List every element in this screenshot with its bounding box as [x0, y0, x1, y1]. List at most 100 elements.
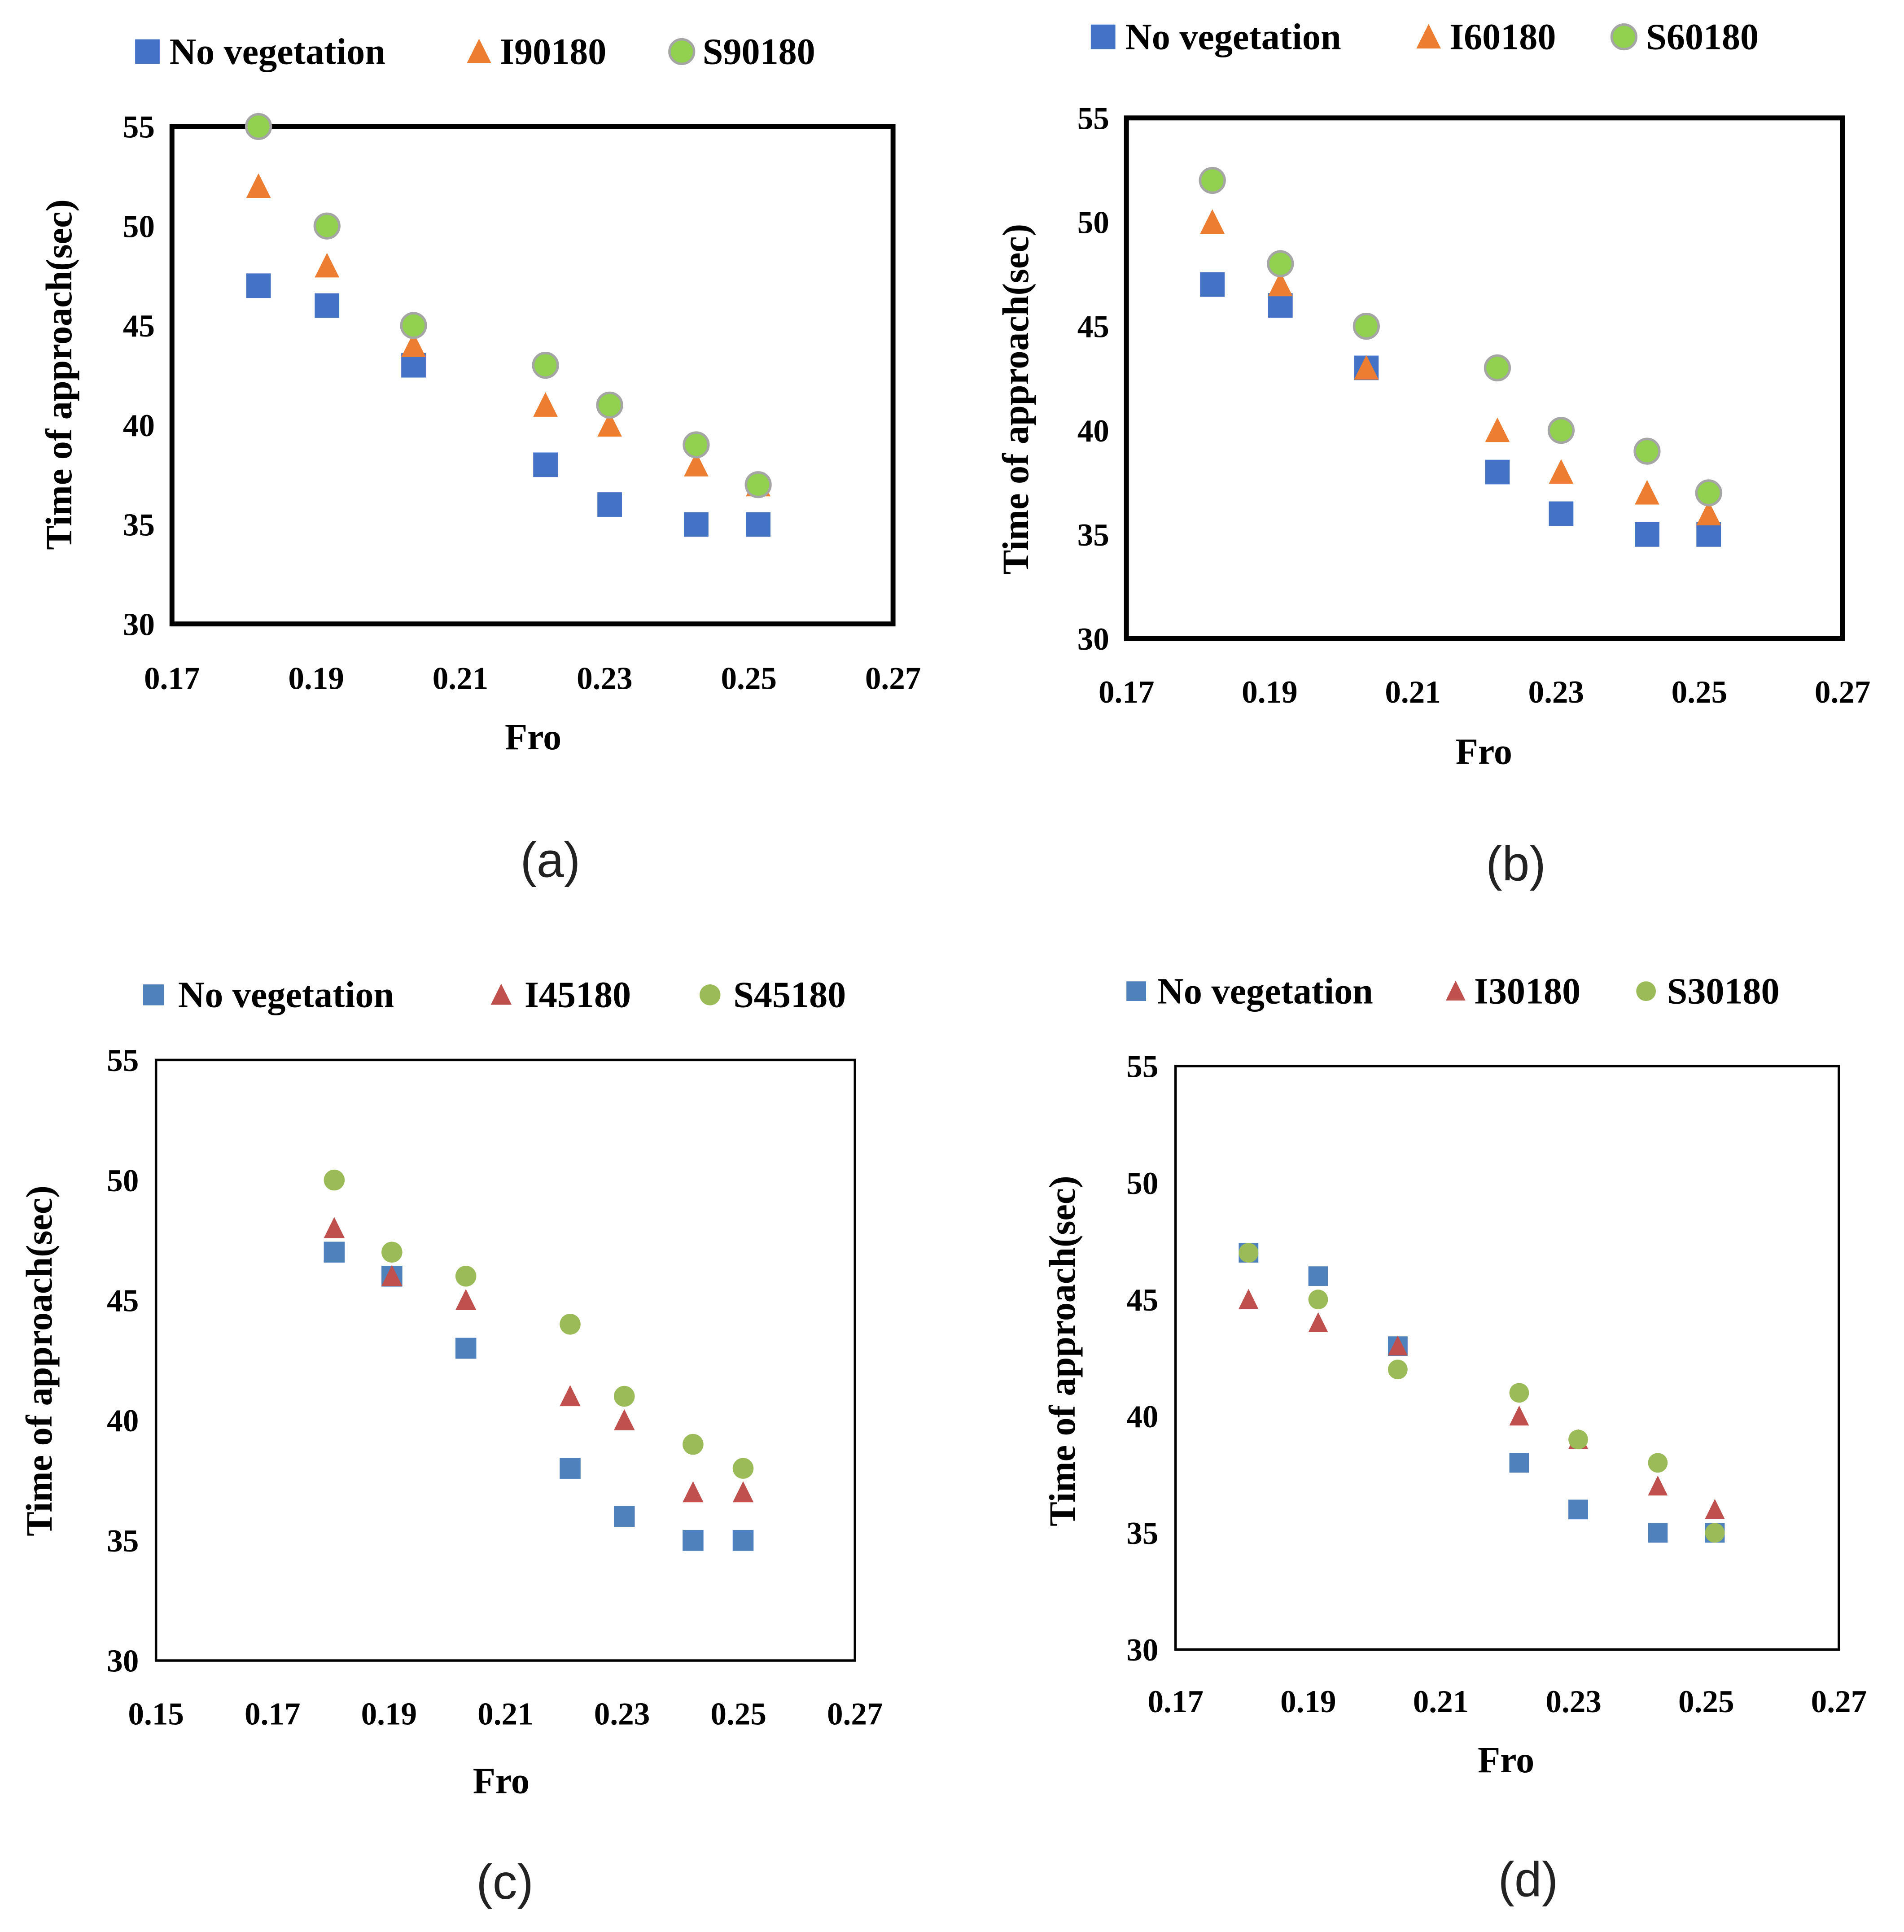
legend-marker	[1610, 23, 1637, 51]
series-circle	[1199, 166, 1722, 507]
data-point	[1308, 1289, 1328, 1310]
legend-marker	[1416, 24, 1441, 49]
data-point	[596, 391, 623, 419]
data-point	[1648, 1475, 1668, 1496]
x-tick-label: 0.17	[245, 1696, 301, 1731]
y-tick-label: 55	[107, 1043, 139, 1078]
data-point	[455, 1266, 477, 1287]
data-point	[1696, 501, 1721, 525]
legend-label: No vegetation	[1157, 970, 1373, 1011]
data-point	[1388, 1359, 1408, 1380]
legend-marker	[467, 39, 491, 63]
data-point	[683, 431, 710, 459]
data-point	[1268, 271, 1293, 297]
y-tick-label: 45	[1077, 310, 1109, 345]
data-point	[1547, 417, 1575, 444]
data-point	[1695, 479, 1722, 507]
series-circle	[324, 1169, 754, 1479]
series-square	[246, 273, 770, 537]
data-point	[1568, 1499, 1588, 1520]
x-tick-label: 0.23	[577, 661, 633, 696]
chart-c: 30 35 40 45 50 55 0.15 0.17 0.19 0.21 0.23 0.25 0.27…	[19, 975, 883, 1910]
data-point	[1267, 250, 1294, 277]
data-point	[684, 512, 709, 537]
legend-marker	[1445, 980, 1466, 1001]
legend-label: No vegetation	[178, 975, 394, 1015]
data-point	[313, 212, 341, 240]
data-point	[532, 352, 559, 379]
data-point	[315, 253, 340, 278]
data-point	[1308, 1312, 1328, 1333]
x-tick-label: 0.23	[1528, 675, 1584, 710]
data-point	[324, 1169, 345, 1191]
data-point	[1485, 417, 1510, 442]
data-point	[1696, 522, 1721, 547]
data-point	[1549, 501, 1574, 526]
data-point	[1200, 209, 1225, 234]
x-tick-label: 0.25	[1678, 1684, 1734, 1719]
data-point	[613, 1409, 635, 1430]
panel-caption: (c)	[476, 1855, 534, 1910]
x-tick-label: 0.17	[1099, 675, 1155, 710]
data-point	[684, 452, 709, 476]
data-point	[455, 1289, 477, 1310]
series-triangle	[324, 1217, 754, 1503]
series-square	[324, 1241, 754, 1551]
x-tick-label: 0.23	[594, 1696, 650, 1731]
data-point	[533, 452, 558, 477]
plot-area-frame	[1124, 115, 1845, 641]
data-point	[1635, 522, 1659, 547]
x-tick-label: 0.19	[1280, 1684, 1336, 1719]
y-tick-label: 45	[107, 1283, 139, 1318]
data-point	[744, 471, 772, 498]
data-point	[1633, 437, 1661, 465]
data-point	[381, 1265, 403, 1286]
y-tick-label: 40	[1126, 1399, 1158, 1434]
data-point	[1509, 1405, 1529, 1426]
x-tick-label: 0.27	[827, 1696, 883, 1731]
series-triangle	[1239, 1289, 1725, 1519]
data-point	[683, 1434, 704, 1455]
data-point	[683, 1530, 704, 1551]
data-point	[732, 1458, 754, 1479]
legend-label: S45180	[733, 975, 846, 1015]
plot-area-frame	[154, 1058, 856, 1662]
series-circle	[1239, 1243, 1725, 1543]
x-axis-label: Fro	[1478, 1740, 1534, 1780]
y-tick-label: 50	[123, 209, 155, 244]
y-tick-label: 55	[123, 110, 155, 145]
panel-caption: (a)	[520, 833, 580, 888]
x-tick-label: 0.25	[1672, 675, 1728, 710]
chart-a: 30 35 40 45 50 55 0.17 0.19 0.21 0.23 0.25 0.27 Fro T…	[39, 31, 921, 887]
y-tick-label: 35	[123, 508, 155, 543]
data-point	[1549, 459, 1574, 484]
data-point	[732, 1481, 754, 1503]
x-tick-label: 0.23	[1545, 1684, 1602, 1719]
data-point	[455, 1338, 477, 1359]
y-tick-label: 35	[107, 1524, 139, 1559]
data-point	[1239, 1243, 1259, 1263]
x-tick-label: 0.27	[1815, 675, 1871, 710]
data-point	[246, 273, 271, 298]
legend-marker	[1636, 981, 1656, 1001]
x-tick-label: 0.27	[865, 661, 921, 696]
data-point	[401, 353, 426, 378]
y-axis-label: Time of approach(sec)	[995, 224, 1036, 574]
x-tick-label: 0.21	[1385, 675, 1441, 710]
data-point	[1648, 1453, 1668, 1473]
y-tick-label: 40	[1077, 414, 1109, 449]
y-axis-label: Time of approach(sec)	[1042, 1176, 1083, 1526]
y-tick-label: 45	[123, 309, 155, 344]
data-point	[1509, 1453, 1529, 1473]
y-tick-label: 45	[1126, 1283, 1158, 1318]
data-point	[1635, 480, 1659, 505]
series-circle	[245, 113, 772, 498]
legend-marker	[135, 39, 160, 64]
data-point	[732, 1530, 754, 1551]
legend-marker	[668, 38, 696, 66]
plot-area-frame	[169, 124, 896, 627]
data-point	[324, 1217, 345, 1238]
data-point	[315, 293, 340, 318]
y-tick-label: 40	[123, 408, 155, 443]
